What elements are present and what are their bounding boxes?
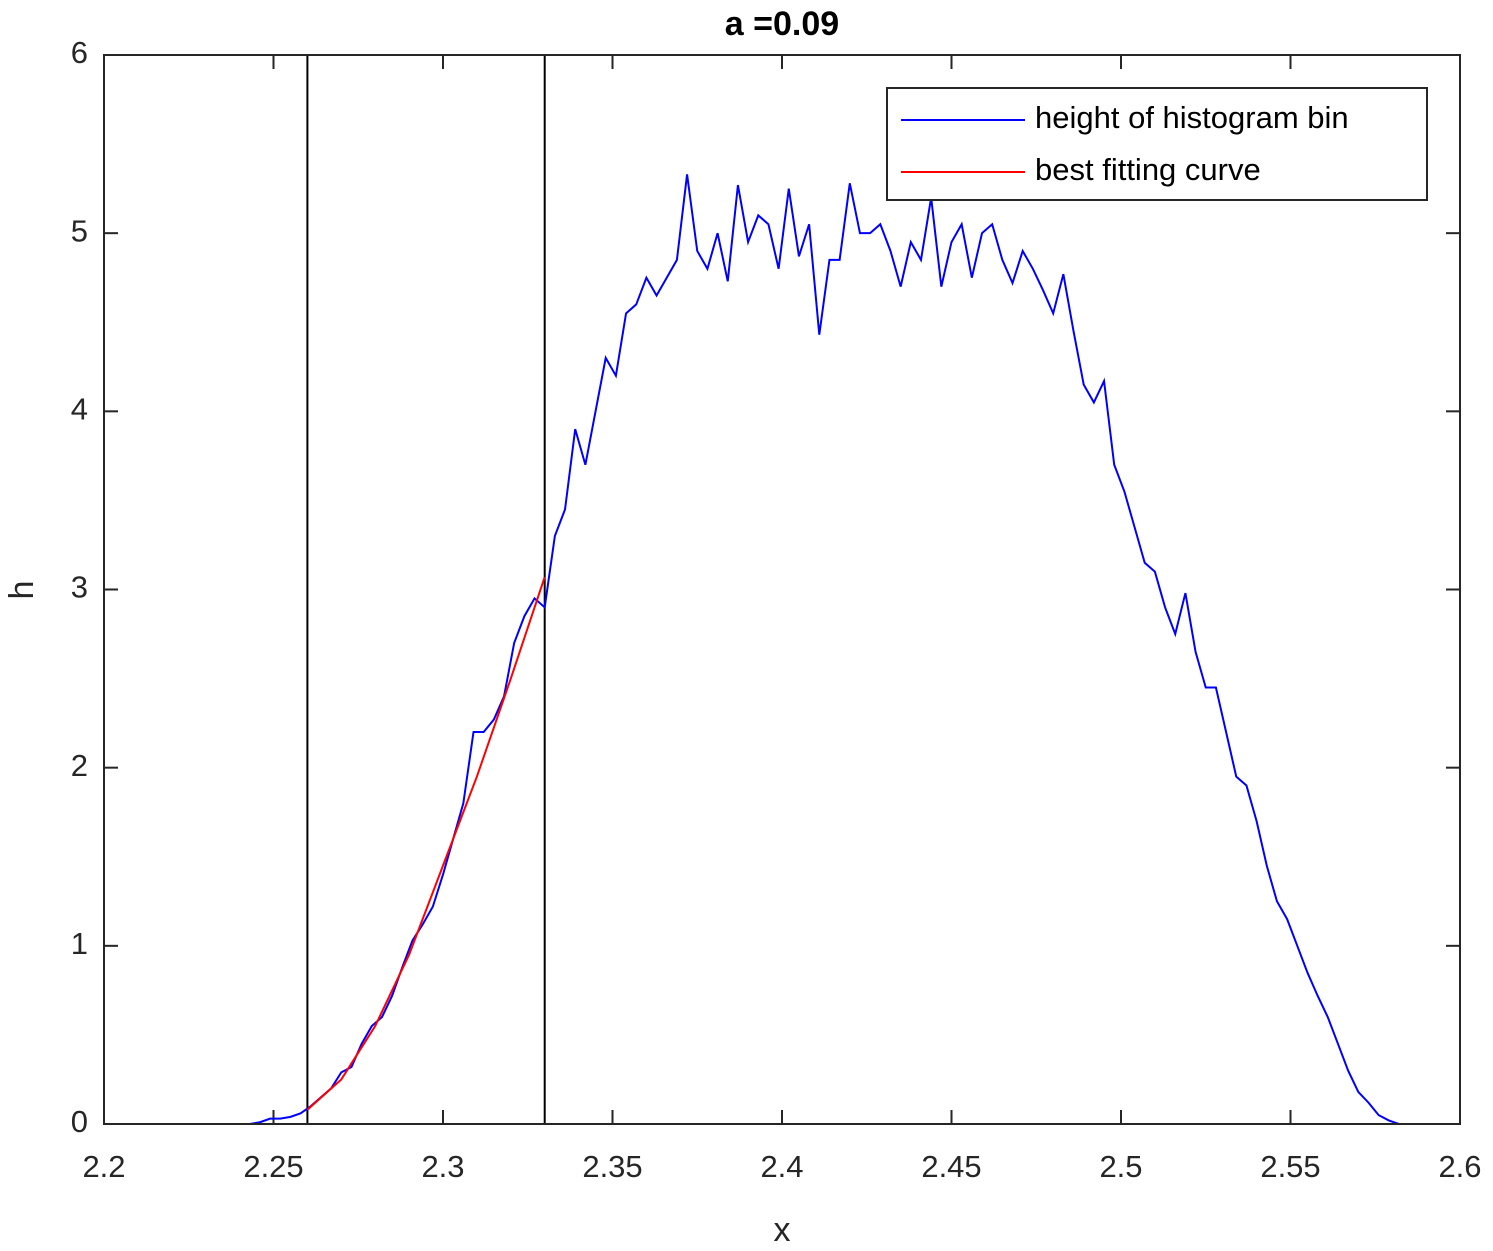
- legend-box: [886, 87, 1428, 201]
- y-axis-label: h: [3, 581, 41, 600]
- y-tick-label: 2: [71, 748, 88, 783]
- chart-title: a =0.09: [725, 5, 839, 43]
- x-tick-label: 2.55: [1260, 1149, 1320, 1184]
- x-axis-label: x: [774, 1211, 791, 1249]
- y-tick-label: 0: [71, 1104, 88, 1139]
- axes-box: [103, 54, 1461, 1125]
- data-line: [306, 576, 546, 1111]
- y-tick-label: 4: [71, 392, 88, 427]
- x-tick-label: 2.6: [1438, 1149, 1481, 1184]
- data-line: [249, 174, 1400, 1125]
- legend-label: best fitting curve: [1035, 152, 1261, 187]
- legend-label: height of histogram bin: [1035, 100, 1349, 135]
- x-tick-label: 2.45: [921, 1149, 981, 1184]
- y-tick-label: 6: [71, 35, 88, 70]
- x-tick-label: 2.25: [243, 1149, 303, 1184]
- x-tick-label: 2.2: [82, 1149, 125, 1184]
- x-tick-label: 2.4: [760, 1149, 803, 1184]
- x-tick-label: 2.35: [582, 1149, 642, 1184]
- y-tick-label: 1: [71, 926, 88, 961]
- y-tick-label: 5: [71, 213, 88, 248]
- x-tick-label: 2.5: [1099, 1149, 1142, 1184]
- y-tick-label: 3: [71, 570, 88, 605]
- x-tick-label: 2.3: [421, 1149, 464, 1184]
